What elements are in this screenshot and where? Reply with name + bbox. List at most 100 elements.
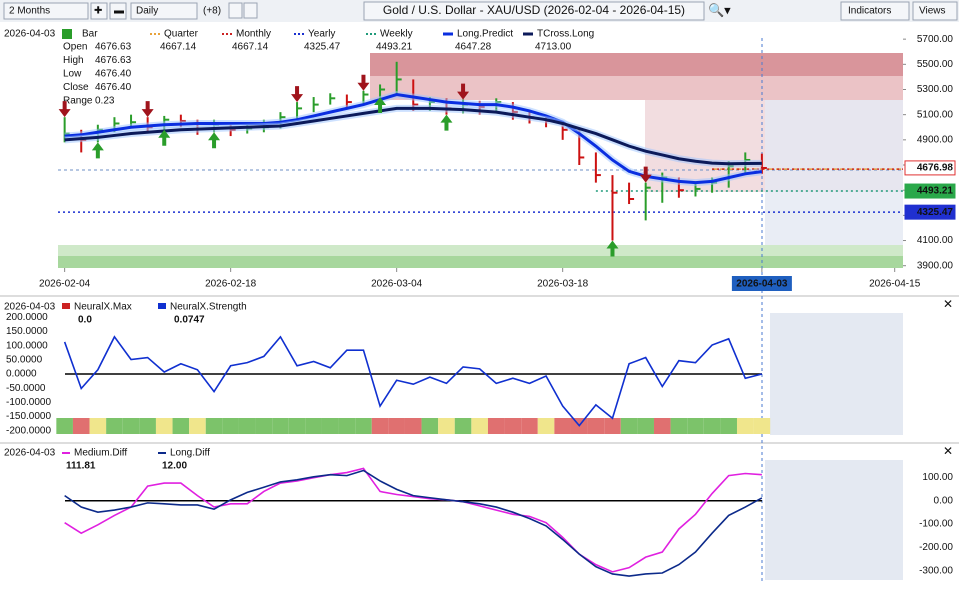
interval-text: Daily — [136, 6, 158, 17]
zoom-in[interactable] — [90, 2, 108, 20]
price-tag — [904, 183, 956, 199]
status-cell — [653, 418, 671, 434]
symbol: Gold / U.S. Dollar - XAU/USD (2026-02-04… — [383, 3, 685, 17]
y-tick-label: 0.0000 — [6, 369, 37, 380]
ohlc-label: Low — [63, 69, 82, 80]
x-tick-label: 2026-02-04 — [39, 279, 91, 290]
y-tick-label: -50.0000 — [6, 383, 46, 394]
search-icon[interactable]: 🔍▾ — [708, 1, 731, 17]
future-zone — [765, 100, 903, 268]
legend-name: Weekly — [380, 29, 413, 40]
legend-name: Long.Diff — [170, 448, 210, 459]
ohlc-label: Open — [63, 42, 87, 53]
price-tag-label: 4325.47 — [917, 207, 954, 218]
y-tick-label: 100.00 — [922, 472, 953, 483]
date-label: 2026-04-03 — [4, 302, 56, 313]
status-cell — [272, 418, 289, 434]
sell-arrow — [58, 101, 71, 118]
legend-value: 4493.21 — [376, 42, 413, 53]
sell-arrow — [141, 101, 154, 118]
status-cell — [720, 418, 737, 434]
symbol-box[interactable] — [363, 1, 705, 21]
status-cell — [255, 418, 273, 434]
range-select[interactable] — [3, 2, 89, 20]
offset-minus[interactable] — [243, 2, 258, 19]
y-tick-label: 5100.00 — [917, 109, 954, 120]
ohlc-value: 4676.40 — [95, 82, 132, 93]
y-tick-label: 150.0000 — [6, 326, 48, 337]
diff-line — [64, 469, 763, 577]
y-tick-label: -150.0000 — [6, 411, 51, 422]
status-cell — [122, 418, 140, 434]
close-panel[interactable]: ✕ — [943, 444, 953, 458]
legend-value: 4647.28 — [455, 42, 492, 53]
status-cell — [753, 418, 771, 434]
status-cell — [637, 418, 654, 434]
legend-value: 4325.47 — [304, 42, 341, 53]
status-cell — [355, 418, 372, 434]
status-cell — [421, 418, 439, 434]
status-cell — [404, 418, 422, 434]
y-tick-label: -100.0000 — [6, 397, 51, 408]
y-tick-label: -200.0000 — [6, 425, 51, 436]
y-tick-label: 5700.00 — [917, 34, 954, 45]
legend-name: Medium.Diff — [74, 448, 127, 459]
status-cell — [604, 418, 621, 434]
support-zone-dark — [58, 256, 903, 268]
ohlc-label: Close — [63, 82, 89, 93]
views-button[interactable] — [912, 1, 958, 21]
date-label: 2026-04-03 — [4, 448, 56, 459]
interval-select[interactable] — [130, 2, 198, 20]
bar-icon — [62, 29, 72, 39]
ohlc-label: Range — [63, 96, 93, 107]
status-cell — [504, 418, 522, 434]
price-tag-label: 4676.98 — [917, 163, 954, 174]
y-tick-label: 4900.00 — [917, 134, 954, 145]
y-tick-label: -300.00 — [919, 565, 953, 576]
indicators-button[interactable] — [840, 1, 910, 21]
offset: (+8) — [203, 6, 221, 17]
status-cell — [305, 418, 322, 434]
status-cell — [620, 418, 638, 434]
zoom-out[interactable] — [109, 2, 127, 20]
bar-label: Bar — [82, 29, 98, 40]
status-cell — [338, 418, 356, 434]
legend-value: 0.0 — [78, 315, 92, 326]
legend-value: 4667.14 — [160, 42, 197, 53]
status-cell — [471, 418, 488, 434]
status-cell — [521, 418, 538, 434]
offset-plus[interactable] — [228, 2, 243, 19]
minus: ▬ — [114, 6, 124, 17]
status-cell — [388, 418, 405, 434]
status-cell — [438, 418, 455, 434]
y-tick-label: 0.00 — [934, 495, 954, 506]
future-zone — [770, 313, 903, 435]
legend-name: Long.Predict — [457, 29, 513, 40]
close-panel[interactable]: ✕ — [943, 297, 953, 311]
buy-arrow — [606, 240, 619, 257]
x-tick-label: 2026-04-03 — [736, 279, 788, 290]
legend-value: 4667.14 — [232, 42, 269, 53]
legend-value: 4713.00 — [535, 42, 572, 53]
price-tag — [904, 160, 956, 176]
buy-arrow — [158, 129, 171, 146]
y-tick-label: 200.0000 — [6, 312, 48, 323]
diff-line — [64, 467, 762, 573]
date-label: 2026-04-03 — [4, 29, 56, 40]
status-cell — [537, 418, 555, 434]
status-cell — [587, 418, 605, 434]
y-tick-label: -100.00 — [919, 519, 953, 530]
y-tick-label: 5300.00 — [917, 84, 954, 95]
status-cell — [736, 418, 754, 434]
buy-arrow — [208, 132, 221, 149]
resistance-zone-light — [370, 76, 903, 100]
legend-value: 0.0747 — [174, 315, 205, 326]
legend-name: Monthly — [236, 29, 271, 40]
legend-swatch — [158, 303, 166, 309]
legend-swatch — [62, 303, 70, 309]
ohlc-value: 4676.63 — [95, 42, 132, 53]
ohlc-value: 0.23 — [95, 96, 115, 107]
status-cell — [238, 418, 256, 434]
status-cell — [288, 418, 306, 434]
x-tick-label: 2026-02-18 — [205, 279, 257, 290]
